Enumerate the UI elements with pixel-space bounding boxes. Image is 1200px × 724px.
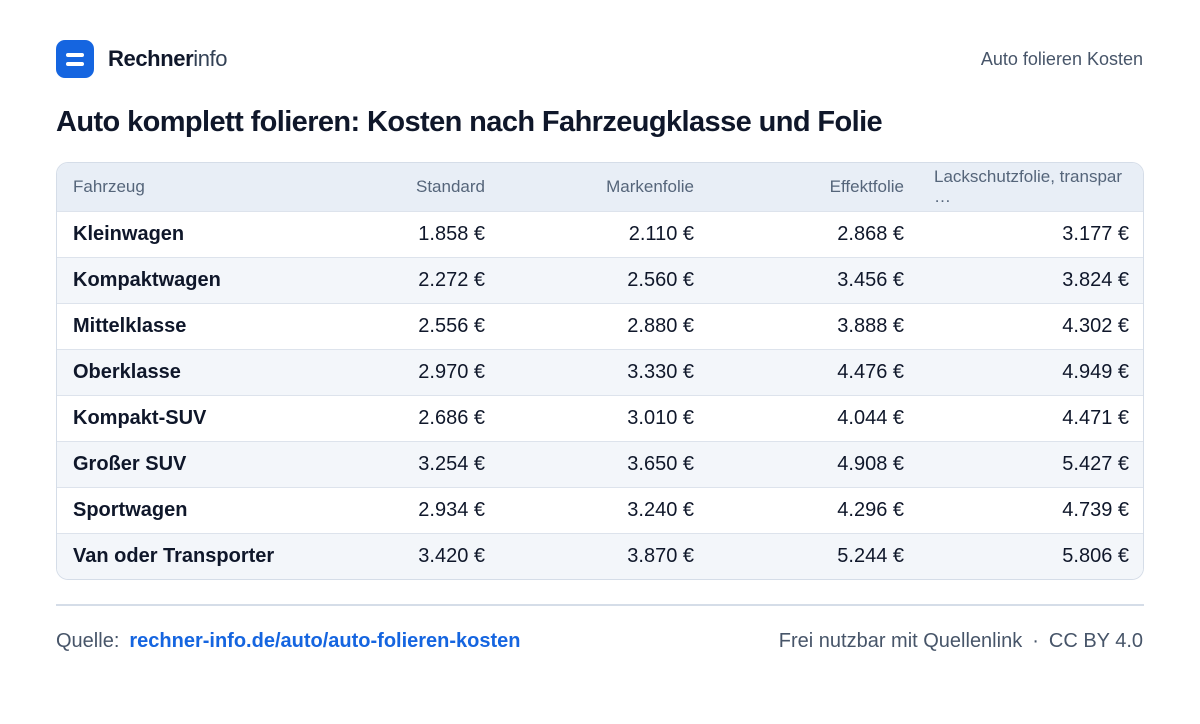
price-cell: 4.949 € [1062, 360, 1129, 383]
license-text: Frei nutzbar mit Quellenlink [778, 630, 1023, 652]
price-cell: 3.456 € [837, 268, 904, 291]
table-row: Kompakt-SUV 2.686 € 3.010 € 4.044 € 4.471 € [57, 395, 1143, 441]
price-cell: 2.560 € [627, 268, 694, 291]
price-cell: 2.880 € [627, 314, 694, 337]
price-cell: 2.272 € [418, 268, 485, 291]
license-separator: · [1032, 630, 1039, 652]
brand-logo[interactable]: Rechnerinfo [56, 40, 228, 78]
price-cell: 3.420 € [418, 544, 485, 567]
column-header-standard: Standard [416, 176, 485, 196]
table-row: Van oder Transporter 3.420 € 3.870 € 5.244 … [57, 533, 1143, 579]
price-cell: 3.870 € [627, 544, 694, 567]
column-header-effektfolie: Effektfolie [829, 176, 904, 196]
column-header-lackschutzfolie: Lackschutzfolie, transpar … [934, 166, 1123, 206]
table-header-row: Fahrzeug Standard Markenfolie Effektfoli… [57, 163, 1143, 211]
source-link[interactable]: rechner-info.de/auto/auto-folieren-koste… [129, 630, 521, 652]
source-line: Quelle: rechner-info.de/auto/auto-folier… [56, 630, 521, 653]
price-cell: 3.330 € [627, 360, 694, 383]
price-cell: 2.686 € [418, 406, 485, 429]
price-cell: 4.908 € [837, 452, 904, 475]
source-label: Quelle: [56, 630, 120, 652]
vehicle-class-cell: Großer SUV [73, 452, 187, 475]
table-row: Kompaktwagen 2.272 € 2.560 € 3.456 € 3.824 € [57, 257, 1143, 303]
brand-name: Rechnerinfo [108, 46, 228, 72]
price-cell: 4.296 € [837, 498, 904, 521]
price-table-card: Fahrzeug Standard Markenfolie Effektfoli… [56, 162, 1144, 580]
price-cell: 3.888 € [837, 314, 904, 337]
vehicle-class-cell: Kleinwagen [73, 222, 185, 245]
price-cell: 5.427 € [1062, 452, 1129, 475]
table-body: Kleinwagen 1.858 € 2.110 € 2.868 € 3.177 € Ko… [57, 211, 1143, 579]
table-row: Oberklasse 2.970 € 3.330 € 4.476 € 4.949 € [57, 349, 1143, 395]
price-cell: 3.254 € [418, 452, 485, 475]
price-cell: 4.476 € [837, 360, 904, 383]
vehicle-class-cell: Kompakt-SUV [73, 406, 207, 429]
price-cell: 4.471 € [1062, 406, 1129, 429]
price-cell: 3.177 € [1062, 222, 1129, 245]
table-row: Sportwagen 2.934 € 3.240 € 4.296 € 4.739 € [57, 487, 1143, 533]
price-cell: 5.806 € [1062, 544, 1129, 567]
table-row: Kleinwagen 1.858 € 2.110 € 2.868 € 3.177 € [57, 211, 1143, 257]
brand-name-light: info [193, 46, 228, 71]
column-header-markenfolie: Markenfolie [606, 176, 694, 196]
price-cell: 4.302 € [1062, 314, 1129, 337]
price-cell: 3.650 € [627, 452, 694, 475]
page-title: Auto komplett folieren: Kosten nach Fahr… [56, 106, 883, 138]
price-cell: 2.970 € [418, 360, 485, 383]
brand-name-bold: Rechner [108, 46, 194, 71]
vehicle-class-cell: Van oder Transporter [73, 544, 275, 567]
page-topic: Auto folieren Kosten [980, 49, 1143, 69]
price-cell: 4.044 € [837, 406, 904, 429]
footer-divider [56, 604, 1144, 606]
price-cell: 3.824 € [1062, 268, 1129, 291]
price-cell: 2.556 € [418, 314, 485, 337]
price-cell: 3.240 € [627, 498, 694, 521]
license-line: Frei nutzbar mit Quellenlink · CC BY 4.0 [779, 630, 1143, 653]
menu-lines-icon [56, 40, 94, 78]
price-cell: 2.110 € [628, 222, 694, 245]
license-name: CC BY 4.0 [1048, 630, 1143, 652]
price-cell: 2.934 € [418, 498, 485, 521]
table-row: Mittelklasse 2.556 € 2.880 € 3.888 € 4.302 € [57, 303, 1143, 349]
vehicle-class-cell: Mittelklasse [73, 314, 187, 337]
table-row: Großer SUV 3.254 € 3.650 € 4.908 € 5.427 € [57, 441, 1143, 487]
price-cell: 2.868 € [837, 222, 904, 245]
price-cell: 5.244 € [837, 544, 904, 567]
price-cell: 3.010 € [627, 406, 694, 429]
price-table: Fahrzeug Standard Markenfolie Effektfoli… [57, 163, 1143, 579]
price-cell: 4.739 € [1062, 498, 1129, 521]
column-header-fahrzeug: Fahrzeug [73, 176, 145, 196]
vehicle-class-cell: Sportwagen [73, 498, 188, 521]
price-cell: 1.858 € [418, 222, 485, 245]
vehicle-class-cell: Oberklasse [73, 360, 181, 383]
vehicle-class-cell: Kompaktwagen [73, 268, 221, 291]
